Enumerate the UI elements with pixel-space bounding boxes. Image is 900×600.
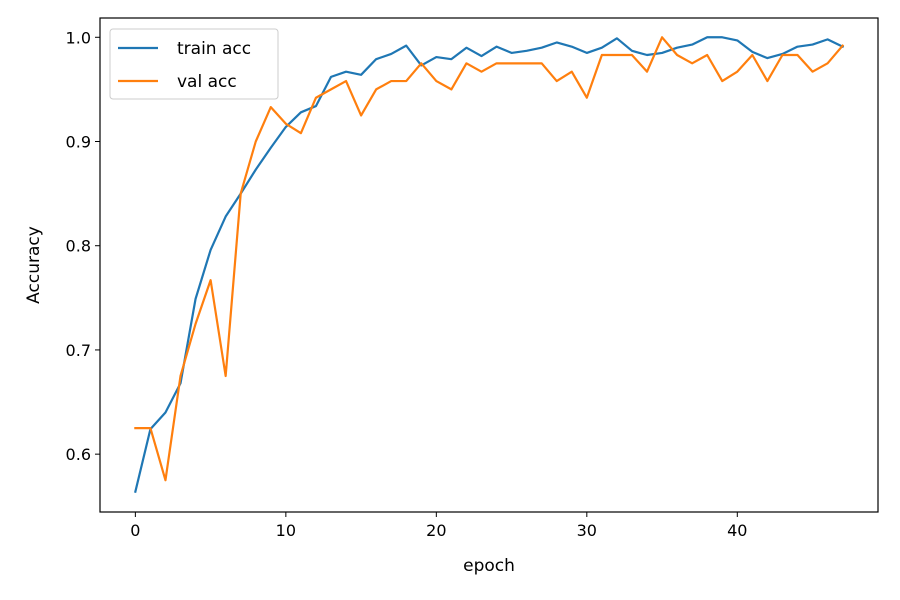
series-line-train-acc <box>134 36 845 494</box>
y-tick-label: 0.9 <box>66 133 91 152</box>
y-tick-label: 0.8 <box>66 237 91 256</box>
series-points-val-acc <box>135 37 843 481</box>
legend-label-val-acc: val acc <box>177 72 237 92</box>
y-tick-label: 1.0 <box>66 28 91 47</box>
plot-frame <box>99 17 879 513</box>
x-tick-label: 20 <box>426 521 446 540</box>
x-tick-label: 30 <box>577 521 597 540</box>
y-axis-ticks: 0.6 0.7 0.8 0.9 1.0 <box>66 28 100 464</box>
x-tick-label: 0 <box>130 521 140 540</box>
legend: train acc val acc <box>109 28 279 100</box>
plot-layer <box>134 36 845 494</box>
y-tick-label: 0.7 <box>66 341 91 360</box>
legend-label-train-acc: train acc <box>177 39 251 59</box>
y-axis-label: Accuracy <box>24 226 44 304</box>
y-tick-label: 0.6 <box>66 445 91 464</box>
x-axis-label: epoch <box>463 556 515 576</box>
x-axis-ticks: 0 10 20 30 40 <box>130 512 747 540</box>
x-tick-label: 40 <box>727 521 747 540</box>
series-line-val-acc <box>134 36 845 482</box>
x-tick-label: 10 <box>276 521 296 540</box>
